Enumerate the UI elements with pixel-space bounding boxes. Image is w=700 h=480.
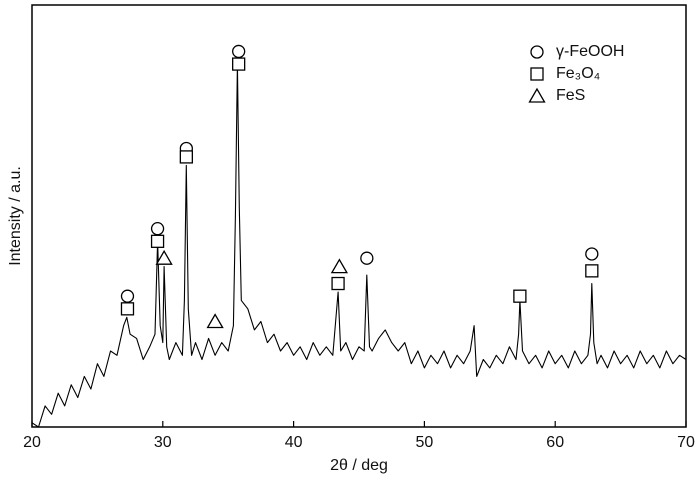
peak-marker (120, 302, 135, 316)
peak-marker (330, 258, 349, 274)
legend-symbol (530, 67, 544, 81)
x-tick-label: 60 (546, 434, 564, 451)
peak-marker (360, 251, 374, 265)
peak-marker (585, 247, 599, 261)
x-tick-label: 30 (154, 434, 172, 451)
plot-frame (31, 4, 687, 428)
legend-symbol (528, 87, 546, 103)
legend-symbol (530, 45, 544, 59)
peak-marker (179, 150, 193, 164)
peak-marker (155, 249, 173, 265)
peak-marker (232, 57, 246, 71)
legend-label: γ-FeOOH (556, 43, 624, 60)
peak-marker (120, 289, 135, 303)
x-tick-label: 70 (677, 434, 695, 451)
peak-marker (150, 234, 165, 248)
y-axis-label: Intensity / a.u. (7, 166, 24, 266)
x-axis-label: 2θ / deg (330, 457, 388, 474)
peak-marker (513, 289, 527, 303)
peak-marker (206, 313, 224, 329)
legend-label: Fe₃O₄ (556, 65, 600, 82)
x-tick-label: 20 (23, 434, 41, 451)
data-line (31, 63, 687, 428)
peak-marker (585, 264, 599, 278)
peak-marker (232, 44, 246, 59)
legend-label: FeS (556, 87, 585, 104)
x-tick-label: 40 (285, 434, 303, 451)
peak-marker (150, 222, 165, 236)
peak-marker (331, 276, 345, 291)
x-tick-label: 50 (416, 434, 434, 451)
